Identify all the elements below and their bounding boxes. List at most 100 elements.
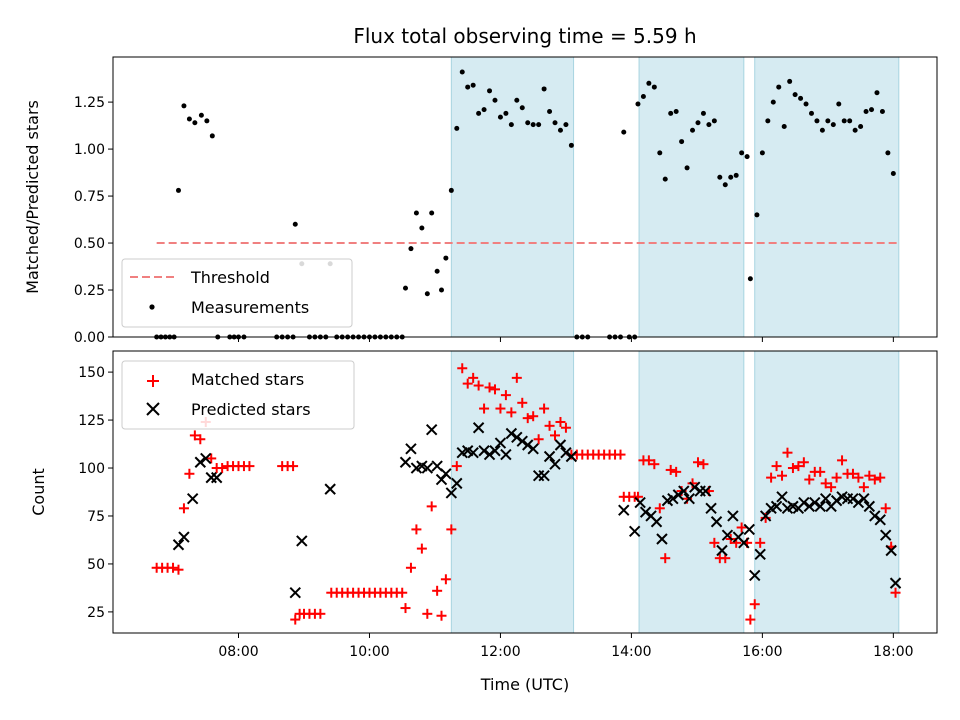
predicted-star-point — [467, 446, 479, 459]
bottom-panel: 25 50 75 100 125 150 08:00 10:00 12:00 14:00 16:0… — [29, 350, 938, 694]
measurement-point — [787, 78, 793, 84]
measurement-point — [695, 120, 701, 126]
matched-star-point — [468, 372, 479, 383]
measurement-point — [448, 187, 454, 193]
matched-star-point — [665, 464, 676, 475]
predicted-star-point — [472, 422, 485, 434]
predicted-star-point — [505, 427, 518, 440]
matched-star-point — [544, 420, 555, 431]
matched-star-point — [837, 455, 848, 466]
matched-star-point — [506, 407, 517, 418]
measurement-point — [765, 118, 771, 124]
matched-star-point — [782, 447, 793, 458]
predicted-star-point — [749, 569, 761, 582]
predicted-star-point — [634, 496, 646, 509]
matched-star-point — [820, 478, 831, 489]
measurement-point — [722, 182, 728, 188]
measurement-point — [459, 69, 465, 75]
matched-star-point — [875, 472, 886, 483]
matched-star-point — [206, 453, 217, 464]
matched-star-point — [793, 461, 804, 472]
matched-star-point — [436, 610, 447, 621]
predicted-star-point — [754, 548, 766, 561]
measurement-point — [525, 120, 531, 126]
matched-star-point — [479, 403, 490, 414]
matched-star-point — [397, 587, 408, 598]
measurement-point — [858, 124, 864, 130]
matched-star-point — [411, 524, 422, 535]
matched-star-point — [400, 603, 411, 614]
measurement-point — [836, 101, 842, 107]
y-tick-label: 50 — [87, 557, 105, 573]
predicted-star-point — [656, 533, 668, 545]
predicted-star-point — [210, 471, 223, 484]
measurement-point — [717, 174, 723, 180]
matched-star-point — [533, 434, 544, 445]
predicted-star-point — [483, 448, 496, 461]
measurement-point — [204, 118, 210, 124]
predicted-star-point — [560, 446, 572, 459]
legend-measurements-swatch — [149, 304, 155, 310]
matched-star-point — [736, 522, 747, 533]
matched-star-point — [184, 468, 195, 479]
measurement-point — [744, 154, 750, 160]
predicted-star-point — [554, 439, 567, 451]
measurement-point — [557, 127, 563, 133]
matched-star-point — [890, 587, 901, 598]
matched-star-point — [495, 403, 506, 414]
y-tick-label: 150 — [78, 365, 105, 381]
matched-star-point — [426, 501, 437, 512]
measurement-point — [186, 116, 192, 122]
matched-star-point — [766, 472, 777, 483]
matched-star-point — [528, 411, 539, 422]
predicted-star-point — [738, 537, 750, 549]
predicted-star-point — [618, 504, 630, 516]
matched-star-point — [446, 524, 457, 535]
measurement-point — [175, 187, 181, 193]
legend-predicted-swatch — [146, 402, 160, 416]
measurement-point — [711, 118, 717, 124]
measurement-point — [747, 276, 753, 282]
predicted-star-point — [710, 516, 723, 528]
matched-star-point — [787, 463, 798, 474]
shaded-interval-1 — [450, 350, 575, 634]
x-tick-label: 18:00 — [873, 644, 913, 660]
measurement-point — [852, 127, 858, 133]
predicted-star-point — [178, 531, 190, 543]
y-tick-label: 100 — [78, 461, 105, 477]
matched-star-point — [880, 503, 891, 514]
measurement-point — [547, 108, 553, 114]
measurement-point — [408, 246, 414, 252]
matched-star-point — [847, 468, 858, 479]
measurement-point — [503, 110, 509, 116]
measurement-point — [519, 105, 525, 111]
matched-star-point — [864, 470, 875, 481]
measurement-point — [536, 122, 542, 128]
predicted-star-point — [538, 469, 550, 482]
measurement-point — [706, 122, 712, 128]
y-tick-label: 0.25 — [74, 283, 105, 299]
matched-star-point — [831, 472, 842, 483]
matched-star-point — [511, 372, 522, 383]
predicted-star-point — [172, 539, 185, 551]
matched-star-point — [698, 459, 709, 470]
x-tick-label: 12:00 — [480, 644, 520, 660]
predicted-star-point — [405, 443, 417, 455]
matched-star-point — [555, 416, 566, 427]
predicted-star-point — [399, 456, 412, 468]
predicted-star-point — [743, 523, 755, 536]
matched-star-point — [815, 466, 826, 477]
measurement-point — [668, 110, 674, 116]
measurement-point — [690, 127, 696, 133]
matched-star-point — [550, 430, 561, 441]
predicted-star-point — [889, 577, 902, 589]
measurement-point — [492, 97, 498, 103]
measurement-point — [803, 101, 809, 107]
top-legend: Threshold Measurements — [121, 258, 353, 328]
measurement-point — [640, 93, 646, 99]
predicted-star-point — [549, 458, 561, 470]
matched-star-point — [798, 457, 809, 468]
measurement-point — [552, 120, 558, 126]
matched-star-point — [457, 363, 468, 374]
